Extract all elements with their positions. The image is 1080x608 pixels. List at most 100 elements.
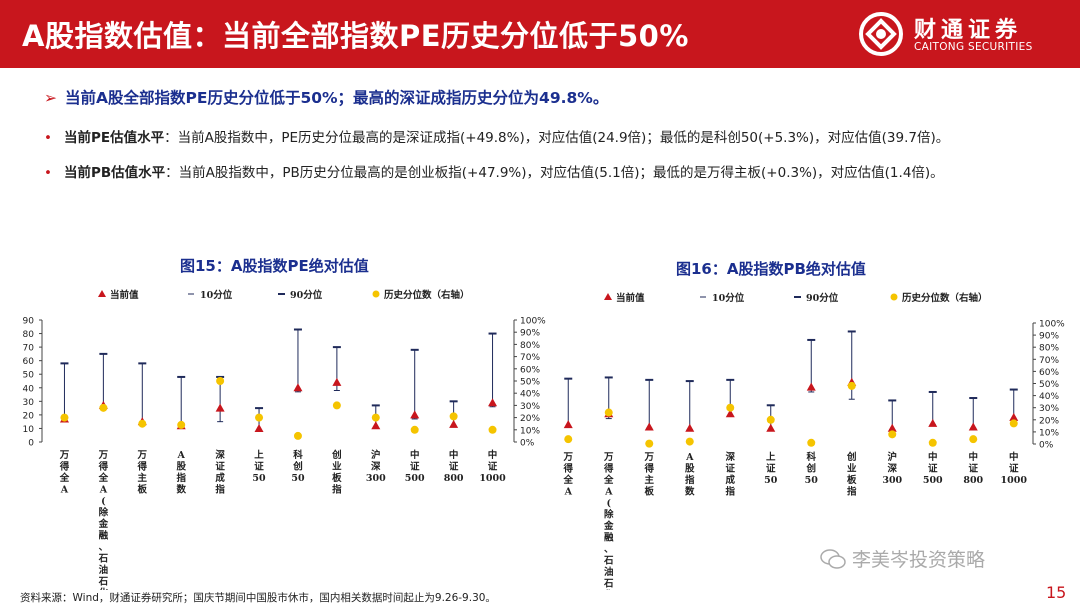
category-label-char: 沪 bbox=[371, 449, 381, 461]
category-label-char: 指 bbox=[847, 486, 857, 498]
category-label-char: 油 bbox=[99, 564, 109, 576]
category-label-char: 创 bbox=[292, 461, 303, 473]
y2-tick-label: 20% bbox=[520, 414, 540, 424]
percentile-point bbox=[371, 413, 380, 422]
category-label-char: 成 bbox=[725, 474, 735, 486]
logo-cn-text: 财通证券 bbox=[914, 18, 1023, 43]
y-tick-label: 0 bbox=[28, 439, 34, 449]
category-label-char: 得 bbox=[59, 461, 70, 473]
category-label-char: 万 bbox=[643, 452, 654, 463]
current-value-point bbox=[644, 422, 654, 431]
category-label-char: 50 bbox=[805, 475, 819, 486]
category-label-char: 证 bbox=[1009, 464, 1019, 475]
current-value-point bbox=[293, 383, 303, 392]
category-label-char: 融 bbox=[99, 530, 109, 542]
category-label-char: 科 bbox=[806, 451, 816, 463]
category-label: 深证成指 bbox=[725, 451, 735, 498]
category-label: 科创 50 bbox=[291, 449, 305, 484]
percentile-point bbox=[685, 437, 694, 446]
category-label-char: 上 bbox=[766, 451, 776, 463]
headline-text: 当前A股全部指数PE历史分位低于50%；最高的深证成指历史分位为49.8%。 bbox=[65, 89, 609, 107]
current-value-point bbox=[968, 422, 978, 431]
percentile-point bbox=[449, 412, 458, 421]
category-label-char: 深 bbox=[887, 463, 897, 475]
category-label-char: 板 bbox=[332, 472, 342, 484]
logo-en-text: CAITONG SECURITIES bbox=[914, 41, 1033, 53]
category-label-char: 万 bbox=[59, 450, 70, 461]
category-label-char: 全 bbox=[59, 472, 70, 484]
y-tick-label: 60 bbox=[23, 357, 35, 367]
category-label-char: 证 bbox=[968, 464, 978, 475]
legend-label: 90分位 bbox=[290, 289, 323, 301]
category-label-char: 沪 bbox=[887, 451, 897, 463]
category-label-char: 除 bbox=[99, 507, 109, 519]
legend-label: 10分位 bbox=[712, 292, 745, 304]
current-value-point bbox=[766, 423, 776, 432]
category-label-char: 证 bbox=[488, 462, 498, 473]
y2-tick-label: 30% bbox=[520, 402, 540, 412]
category-label-char: 化 bbox=[99, 587, 109, 590]
category-label-char: 中 bbox=[488, 449, 498, 461]
percentile-point bbox=[564, 435, 573, 444]
category-label-char: 创 bbox=[331, 449, 342, 461]
category-label-char: 证 bbox=[766, 464, 776, 475]
wechat-name: 李美岑投资策略 bbox=[852, 549, 986, 571]
category-label-char: 证 bbox=[725, 464, 735, 475]
y2-tick-label: 80% bbox=[520, 341, 540, 351]
y2-tick-label: 50% bbox=[520, 378, 540, 388]
percentile-point bbox=[255, 413, 264, 422]
percentile-point bbox=[888, 430, 897, 439]
caitong-logo: 财通证券 CAITONG SECURITIES bbox=[858, 10, 1068, 60]
category-label-char: 金 bbox=[98, 518, 109, 530]
category-label-char: 证 bbox=[215, 462, 225, 473]
category-label-char: A bbox=[99, 485, 108, 496]
percentile-point bbox=[928, 438, 937, 447]
category-label-char: 得 bbox=[137, 461, 148, 473]
legend-label: 当前值 bbox=[616, 292, 645, 304]
category-label-char: 成 bbox=[215, 472, 225, 484]
category-label-char: 证 bbox=[928, 464, 938, 475]
wechat-watermark: 李美岑投资策略 bbox=[820, 545, 985, 572]
category-label-char: 1000 bbox=[479, 473, 506, 484]
category-label-char: 指 bbox=[332, 484, 342, 496]
category-label-char: 上 bbox=[254, 449, 264, 461]
category-label-char: 中 bbox=[1009, 451, 1019, 463]
category-label-char: 金 bbox=[603, 520, 614, 532]
category-label-char: 50 bbox=[252, 473, 266, 484]
category-label: 创业板指 bbox=[846, 451, 857, 498]
percentile-point bbox=[293, 431, 302, 440]
current-value-point bbox=[371, 421, 381, 430]
y-tick-label: 90 bbox=[23, 317, 35, 327]
legend-label: 历史分位数（右轴） bbox=[384, 289, 470, 301]
category-label-char: 证 bbox=[410, 462, 420, 473]
category-label-char: 科 bbox=[293, 449, 303, 461]
category-label-char: 全 bbox=[98, 472, 109, 484]
page-title: A股指数估值：当前全部指数PE历史分位低于50% bbox=[22, 19, 689, 53]
current-value-point bbox=[685, 423, 695, 432]
category-label-char: A bbox=[177, 450, 186, 461]
category-label-char: 得 bbox=[98, 461, 109, 473]
title-bar: A股指数估值：当前全部指数PE历史分位低于50% 财通证券 CAITONG SE… bbox=[0, 0, 1080, 68]
legend-label: 90分位 bbox=[806, 292, 839, 304]
category-label-char: 石 bbox=[98, 577, 109, 588]
category-label-char: 板 bbox=[644, 486, 654, 498]
y2-tick-label: 90% bbox=[520, 329, 540, 339]
current-value-point bbox=[887, 423, 897, 432]
y-tick-label: 10 bbox=[23, 425, 35, 435]
bullet-icon: • bbox=[44, 165, 52, 181]
category-label: 科创 50 bbox=[805, 451, 819, 486]
y-tick-label: 70 bbox=[23, 344, 35, 354]
category-label-char: 300 bbox=[366, 473, 386, 484]
category-label-char: 业 bbox=[847, 463, 857, 475]
category-label-char: 中 bbox=[410, 449, 420, 461]
category-label-char: 融 bbox=[604, 532, 614, 544]
percentile-point bbox=[138, 419, 147, 428]
y2-tick-label: 0% bbox=[1039, 441, 1054, 451]
category-label: A 股指数 bbox=[175, 450, 186, 496]
category-label: 中证 800 bbox=[444, 449, 464, 484]
category-label-char: 主 bbox=[644, 474, 654, 486]
category-label-char: 万 bbox=[137, 450, 148, 461]
category-label-char: 深 bbox=[215, 449, 225, 461]
y2-tick-label: 100% bbox=[1039, 320, 1065, 330]
